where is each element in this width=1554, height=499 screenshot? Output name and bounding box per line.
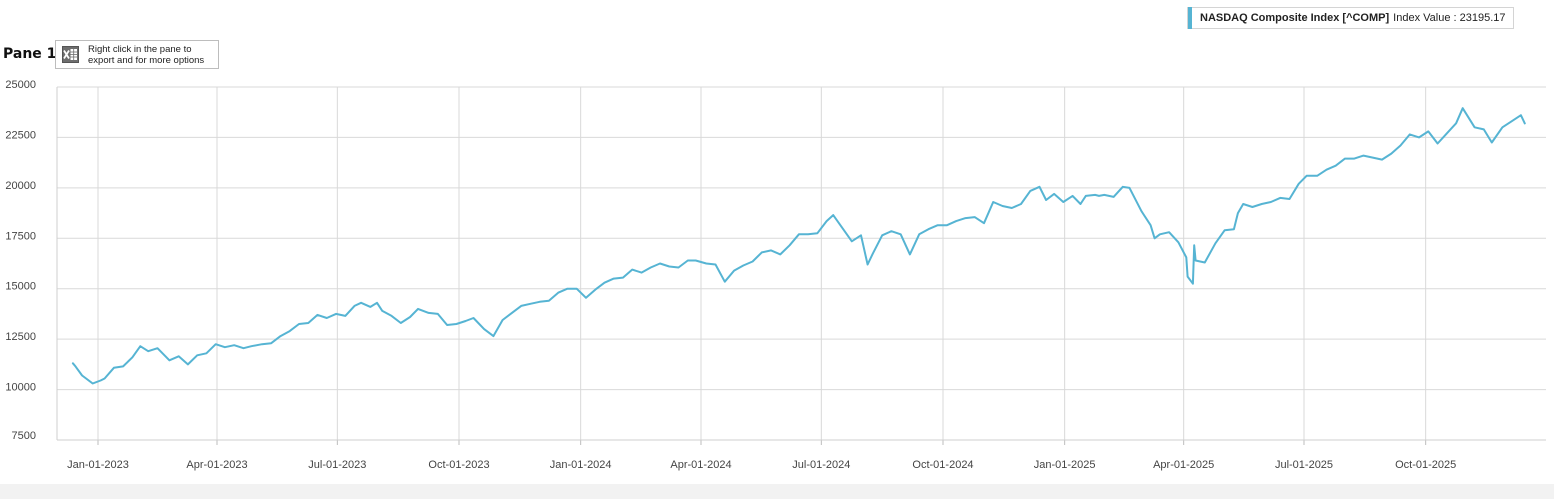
chart-legend: NASDAQ Composite Index [^COMP] Index Val… xyxy=(1187,7,1514,29)
y-tick-label: 20000 xyxy=(5,180,36,192)
excel-icon xyxy=(62,46,79,63)
x-tick-label: Jan-01-2024 xyxy=(550,459,612,471)
y-tick-label: 12500 xyxy=(5,331,36,343)
x-tick-label: Apr-01-2025 xyxy=(1153,459,1214,471)
x-tick-label: Jan-01-2023 xyxy=(67,459,129,471)
y-tick-label: 17500 xyxy=(5,230,36,242)
x-tick-label: Apr-01-2023 xyxy=(186,459,247,471)
x-tick-label: Jan-01-2025 xyxy=(1034,459,1096,471)
x-tick-label: Oct-01-2023 xyxy=(428,459,489,471)
x-tick-label: Jul-01-2024 xyxy=(792,459,850,471)
series-line[interactable] xyxy=(71,107,1526,385)
x-tick-label: Oct-01-2025 xyxy=(1395,459,1456,471)
x-tick-label: Jul-01-2025 xyxy=(1275,459,1333,471)
pane-title: Pane 1 xyxy=(3,46,57,62)
export-button[interactable]: Right click in the pane to export and fo… xyxy=(55,40,219,69)
y-gridlines xyxy=(57,86,1546,391)
series-layer xyxy=(71,107,1526,385)
x-tick-label: Apr-01-2024 xyxy=(670,459,731,471)
y-tick-label: 15000 xyxy=(5,281,36,293)
x-gridlines xyxy=(97,87,1427,445)
x-tick-label: Oct-01-2024 xyxy=(912,459,973,471)
legend-index-value: Index Value : 23195.17 xyxy=(1393,12,1506,24)
export-hint-text: Right click in the pane to export and fo… xyxy=(88,43,205,66)
y-tick-label: 7500 xyxy=(12,430,36,442)
x-tick-labels: Jan-01-2023 Apr-01-2023 Jul-01-2023 Oct-01-… xyxy=(67,459,1456,471)
x-tick-label: Jul-01-2023 xyxy=(308,459,366,471)
y-tick-label: 22500 xyxy=(5,129,36,141)
bottom-scrollbar-track[interactable] xyxy=(0,484,1554,499)
y-tick-label: 10000 xyxy=(5,382,36,394)
legend-swatch xyxy=(1188,7,1192,29)
line-chart[interactable]: 750010000125001500017500200002250025000 … xyxy=(0,0,1554,484)
legend-series-name: NASDAQ Composite Index [^COMP] xyxy=(1200,12,1390,24)
y-tick-label: 25000 xyxy=(5,79,36,91)
y-tick-labels: 7500 10000 12500 15000 17500 20000 22500 25000 xyxy=(5,79,36,442)
